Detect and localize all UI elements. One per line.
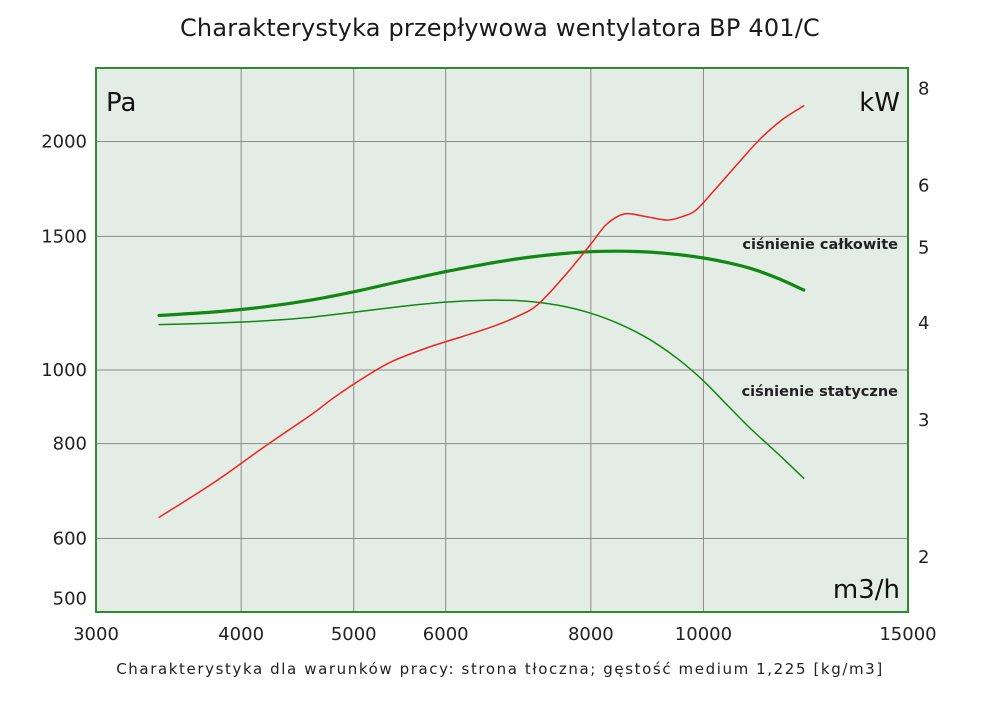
y-left-tick-label-1500: 1500 bbox=[41, 226, 87, 247]
x-tick-label-10000: 10000 bbox=[675, 624, 732, 645]
x-tick-label-15000: 15000 bbox=[879, 624, 936, 645]
x-tick-label-4000: 4000 bbox=[218, 624, 264, 645]
x-tick-label-6000: 6000 bbox=[423, 624, 469, 645]
plot-frame bbox=[95, 67, 909, 613]
axis-ticks: 3000 4000 5000 6000 8000 10000 15000 500 600 800 1… bbox=[41, 78, 936, 645]
y-right-unit-label: kW bbox=[859, 88, 900, 118]
grid-lines bbox=[96, 68, 908, 612]
chart-title: Charakterystyka przepływowa wentylatora … bbox=[179, 14, 821, 42]
y-left-tick-label-1000: 1000 bbox=[41, 360, 87, 381]
series-line-total-pressure bbox=[157, 249, 806, 318]
chart-footnote: Charakterystyka dla warunków pracy: stro… bbox=[116, 660, 884, 678]
series-lines bbox=[157, 105, 806, 519]
y-left-tick-label-500: 500 bbox=[53, 589, 87, 610]
y-right-tick-label-4: 4 bbox=[918, 313, 929, 334]
series-line-power bbox=[158, 105, 805, 519]
annotation-total-pressure: ciśnienie całkowite bbox=[742, 237, 898, 253]
x-unit-label: m3/h bbox=[833, 575, 900, 605]
y-left-tick-label-600: 600 bbox=[53, 528, 87, 549]
y-left-unit-label: Pa bbox=[106, 88, 136, 118]
y-right-tick-label-2: 2 bbox=[918, 547, 929, 568]
series-line-static-pressure bbox=[158, 299, 805, 480]
y-right-tick-label-8: 8 bbox=[918, 78, 929, 99]
y-right-tick-label-3: 3 bbox=[918, 410, 929, 431]
plot-background bbox=[96, 68, 908, 612]
y-right-tick-label-6: 6 bbox=[918, 176, 929, 197]
annotation-static-pressure: ciśnienie statyczne bbox=[742, 384, 899, 400]
y-right-tick-label-5: 5 bbox=[918, 237, 929, 258]
x-tick-label-8000: 8000 bbox=[568, 624, 614, 645]
x-tick-label-5000: 5000 bbox=[331, 624, 377, 645]
y-left-tick-label-2000: 2000 bbox=[41, 132, 87, 153]
x-tick-label-3000: 3000 bbox=[73, 624, 119, 645]
y-left-tick-label-800: 800 bbox=[53, 434, 87, 455]
